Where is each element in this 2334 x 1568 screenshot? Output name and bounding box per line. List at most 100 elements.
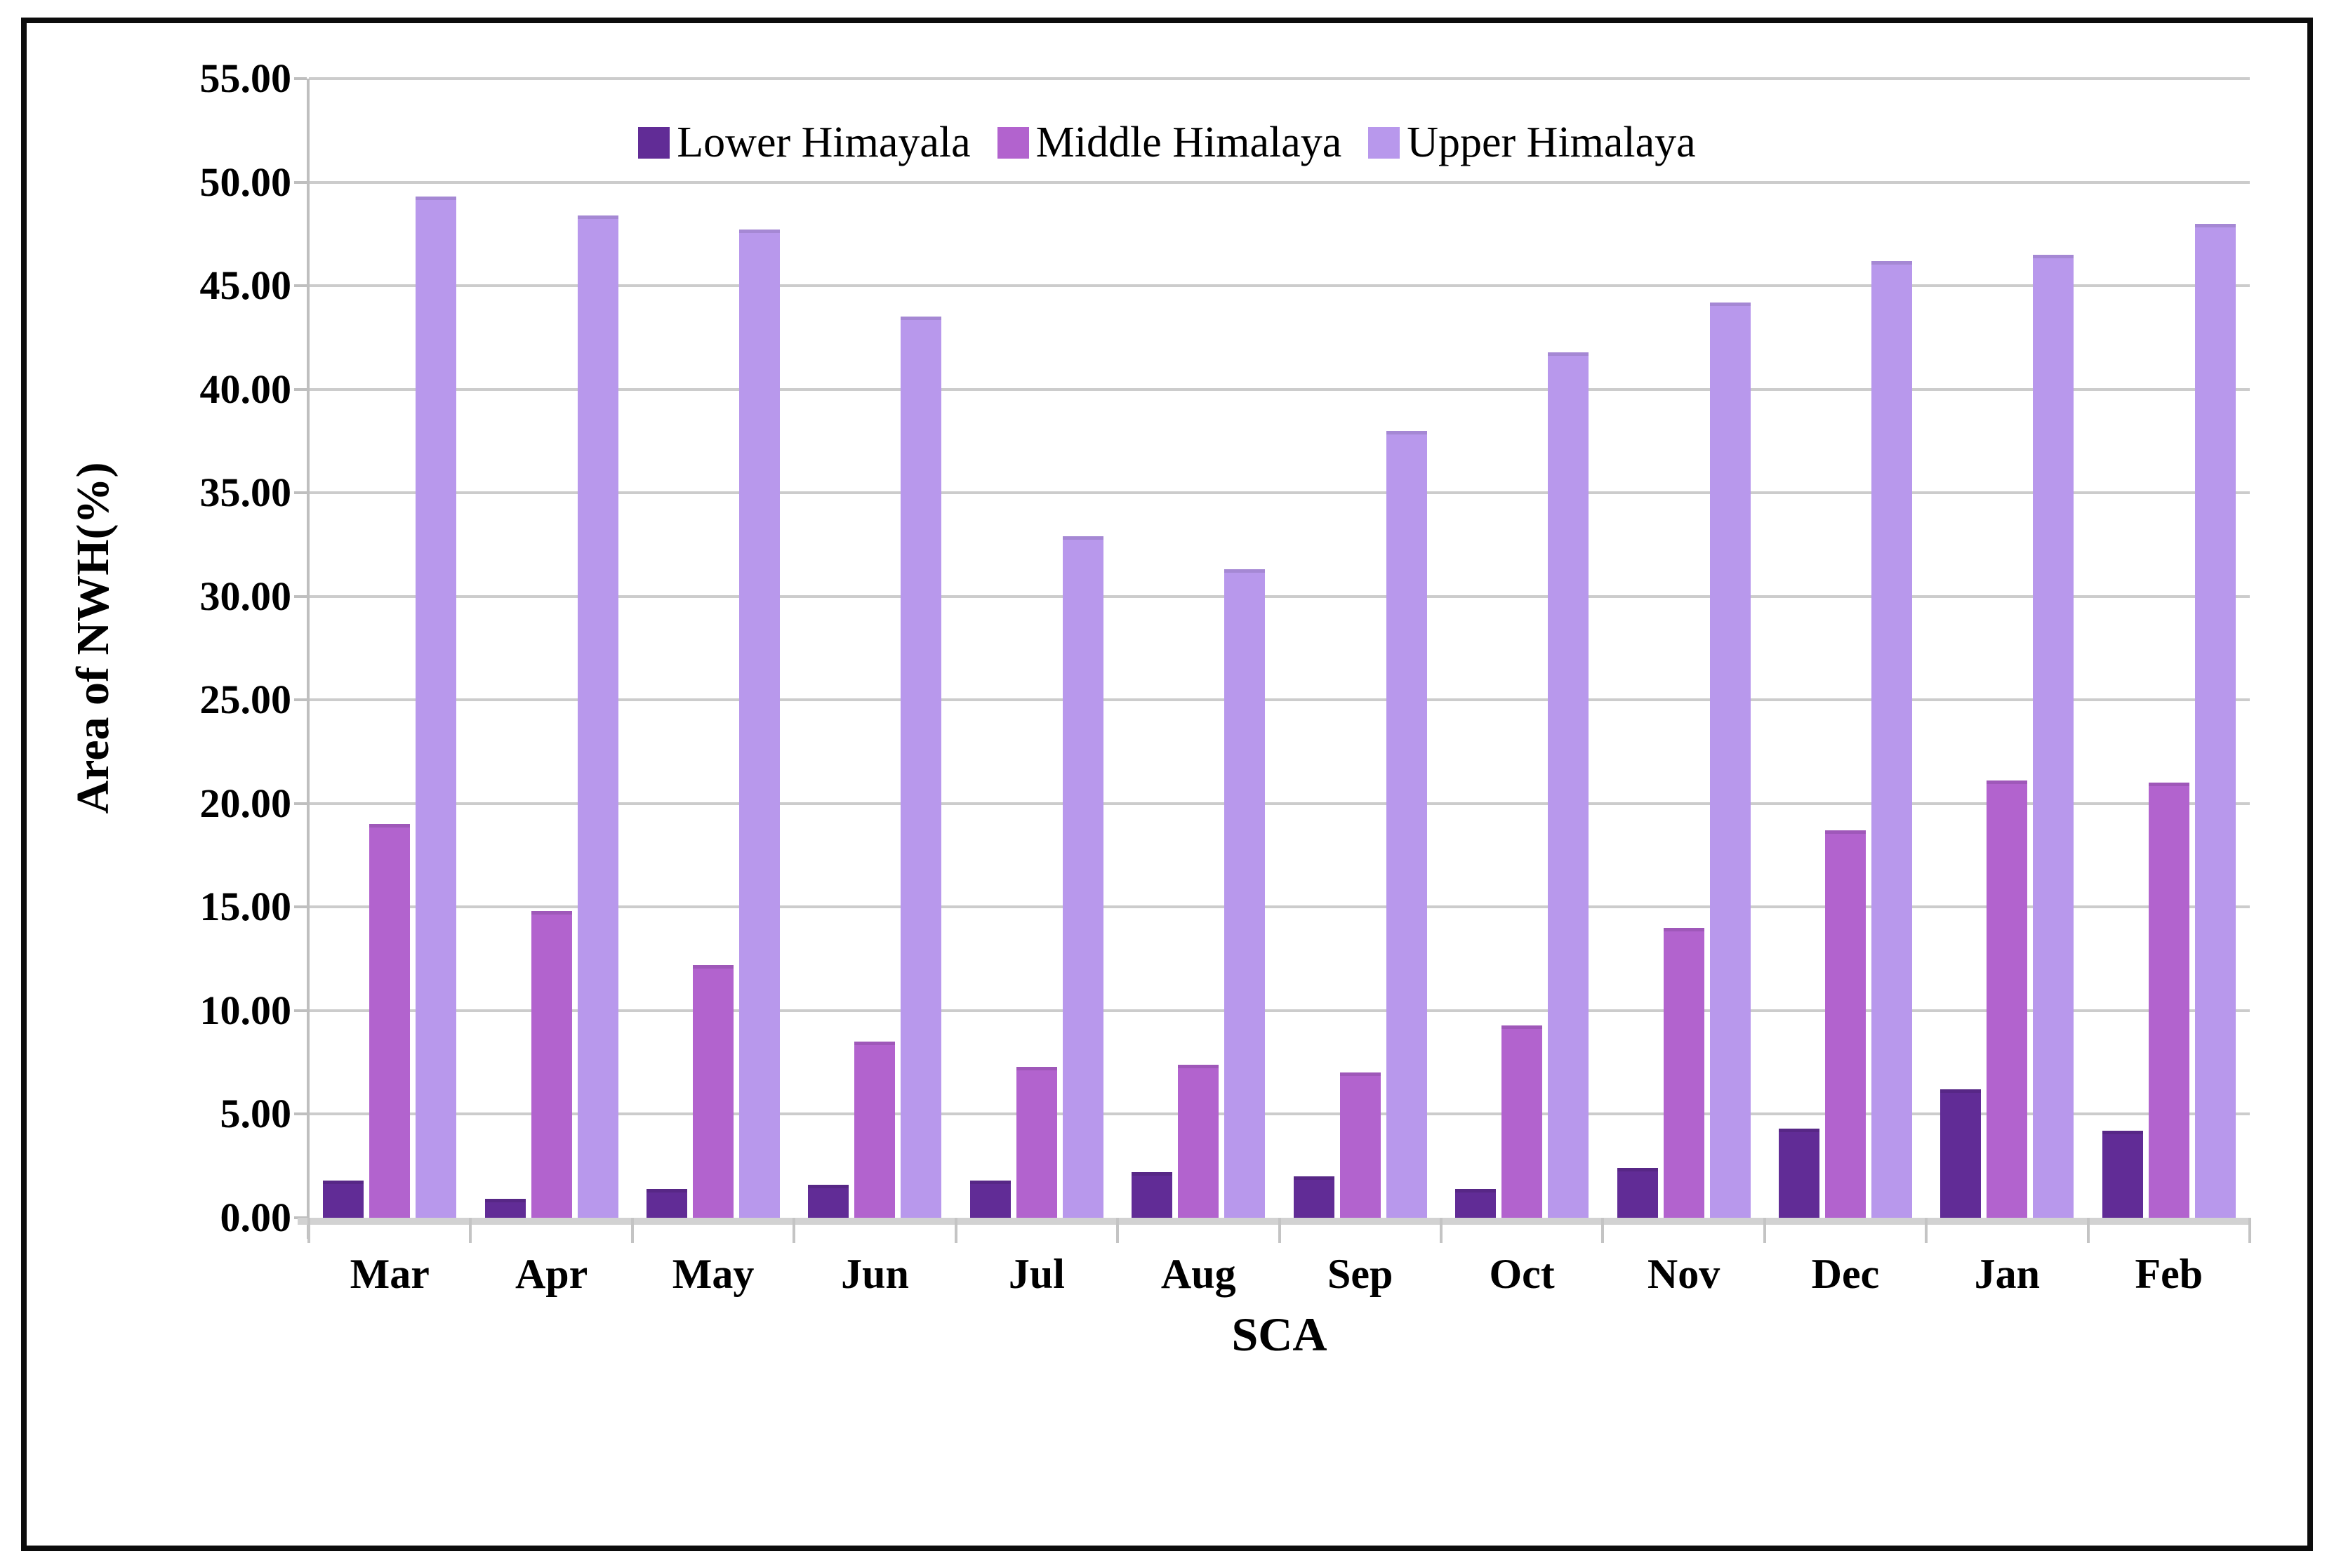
bar-group-feb (2088, 79, 2250, 1218)
x-axis-tick (2086, 1218, 2090, 1243)
bar-middle-himalaya-feb (2148, 783, 2189, 1218)
x-category-label-sep: Sep (1327, 1251, 1393, 1297)
y-tick-label: 55.00 (199, 55, 292, 101)
x-axis-line (298, 1218, 2250, 1225)
bar-lower-himayala-sep (1293, 1176, 1334, 1218)
bar-group-apr (470, 79, 632, 1218)
y-axis-tick (294, 284, 307, 288)
x-category-label-jun: Jun (841, 1251, 909, 1297)
gridline (309, 802, 2250, 805)
y-tick-label: 25.00 (199, 677, 292, 723)
y-tick-label: 50.00 (199, 159, 292, 205)
bar-lower-himayala-jul (969, 1180, 1011, 1218)
y-axis-tick (294, 802, 307, 805)
x-axis-tick (2248, 1218, 2251, 1243)
x-axis-tick (1278, 1218, 1281, 1243)
x-axis-tick (630, 1218, 634, 1243)
y-axis-tick (294, 1009, 307, 1012)
bar-lower-himayala-may (647, 1188, 688, 1218)
bar-lower-himayala-jan (1940, 1089, 1982, 1218)
bar-lower-himayala-mar (323, 1180, 364, 1218)
bar-middle-himalaya-may (693, 965, 734, 1218)
y-tick-label: 15.00 (199, 884, 292, 930)
y-tick-label: 35.00 (199, 470, 292, 516)
bar-middle-himalaya-aug (1178, 1064, 1219, 1218)
y-tick-label: 30.00 (199, 573, 292, 619)
bar-upper-himalaya-oct (1548, 352, 1589, 1218)
bar-group-oct (1441, 79, 1603, 1218)
bar-group-sep (1280, 79, 1441, 1218)
bar-upper-himalaya-feb (2194, 223, 2236, 1218)
x-category-label-oct: Oct (1489, 1251, 1555, 1297)
legend-label: Middle Himalaya (1035, 119, 1342, 166)
bar-upper-himalaya-dec (1871, 260, 1912, 1218)
bar-upper-himalaya-jul (1062, 536, 1103, 1218)
y-axis-tick (294, 698, 307, 702)
y-tick-label: 45.00 (199, 263, 292, 309)
legend-swatch-lower-himayala (638, 127, 670, 159)
bar-middle-himalaya-mar (369, 824, 411, 1218)
bar-upper-himalaya-may (739, 230, 781, 1218)
y-tick-label: 10.00 (199, 987, 292, 1033)
x-axis-tick (469, 1218, 472, 1243)
legend: Lower Himayala Middle Himalaya Upper Himal… (27, 118, 2307, 168)
x-category-label-nov: Nov (1647, 1251, 1720, 1297)
gridline (309, 387, 2250, 391)
x-axis-tick (1116, 1218, 1120, 1243)
y-axis-tick (294, 387, 307, 391)
bar-group-jan (1926, 79, 2088, 1218)
bar-group-may (632, 79, 794, 1218)
bar-upper-himalaya-mar (416, 197, 457, 1218)
bar-upper-himalaya-aug (1224, 569, 1266, 1218)
bar-group-jul (956, 79, 1118, 1218)
y-tick-label: 0.00 (220, 1195, 292, 1240)
y-axis-line (307, 79, 310, 1239)
x-category-label-feb: Feb (2135, 1251, 2203, 1297)
x-category-label-dec: Dec (1811, 1251, 1880, 1297)
bar-lower-himayala-apr (484, 1199, 526, 1218)
gridline (309, 180, 2250, 184)
gridline (309, 905, 2250, 909)
bar-lower-himayala-feb (2102, 1131, 2143, 1218)
y-axis-title: Area of NWH(%) (67, 462, 119, 813)
y-axis-tick (294, 77, 307, 80)
gridline (309, 491, 2250, 495)
y-tick-label: 5.00 (220, 1091, 292, 1137)
bar-group-aug (1118, 79, 1279, 1218)
bar-group-dec (1765, 79, 1926, 1218)
bar-group-nov (1603, 79, 1764, 1218)
bar-upper-himalaya-apr (577, 215, 618, 1218)
y-tick-label: 40.00 (199, 366, 292, 412)
legend-item-lower-himayala: Lower Himayala (638, 118, 971, 168)
gridline (309, 698, 2250, 702)
gridline (309, 1112, 2250, 1116)
x-category-label-mar: Mar (350, 1251, 430, 1297)
bar-middle-himalaya-dec (1824, 830, 1866, 1218)
bar-upper-himalaya-sep (1386, 430, 1427, 1218)
bar-middle-himalaya-oct (1501, 1025, 1543, 1218)
x-category-label-may: May (672, 1251, 755, 1297)
x-category-label-jan: Jan (1974, 1251, 2041, 1297)
bar-upper-himalaya-jan (2033, 254, 2074, 1218)
gridline (309, 594, 2250, 598)
bar-middle-himalaya-jul (1016, 1066, 1057, 1218)
y-tick-label: 20.00 (199, 780, 292, 826)
bar-lower-himayala-dec (1778, 1129, 1819, 1218)
bar-lower-himayala-jun (808, 1184, 849, 1218)
x-axis-tick (954, 1218, 957, 1243)
legend-swatch-middle-himalaya (997, 127, 1029, 159)
gridline (309, 284, 2250, 288)
bar-middle-himalaya-jan (1987, 780, 2028, 1218)
x-axis-tick (1925, 1218, 1928, 1243)
y-axis-tick (294, 1112, 307, 1116)
gridline (309, 77, 2250, 80)
legend-label: Upper Himalaya (1407, 119, 1696, 166)
x-axis-tick (307, 1218, 310, 1243)
bar-lower-himayala-oct (1455, 1188, 1497, 1218)
figure-frame (21, 18, 2313, 1551)
y-axis-tick (294, 594, 307, 598)
gridline (309, 1009, 2250, 1012)
bar-middle-himalaya-jun (854, 1042, 896, 1218)
bar-upper-himalaya-nov (1709, 302, 1751, 1218)
